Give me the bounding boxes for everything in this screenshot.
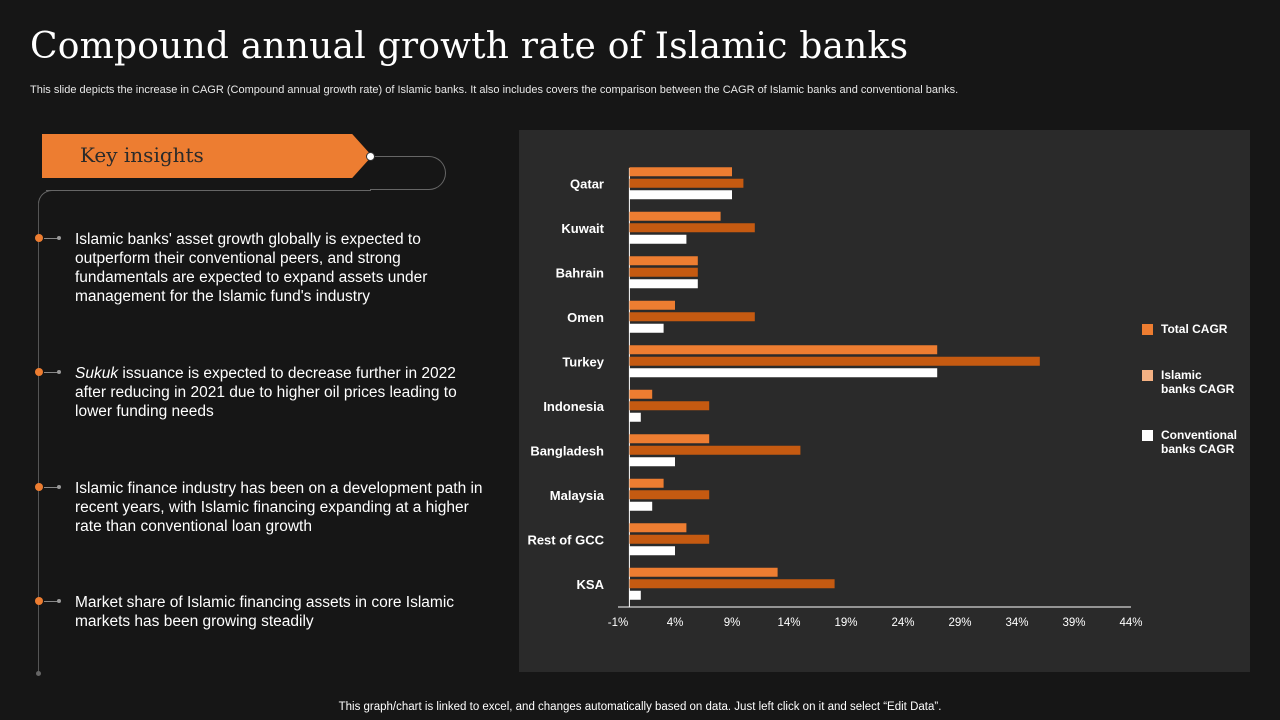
bullet-dot: [35, 368, 43, 376]
bar-total-cagr[interactable]: [629, 211, 721, 221]
insight-3: Islamic finance industry has been on a d…: [75, 479, 485, 536]
bar-conventional-banks-cagr[interactable]: [629, 590, 641, 600]
legend-total-cagr[interactable]: Total CAGR: [1142, 322, 1241, 336]
bar-total-cagr[interactable]: [629, 256, 698, 266]
page-title: Compound annual growth rate of Islamic b…: [30, 26, 909, 67]
category-label: Omen: [567, 310, 604, 325]
bar-islamic-banks-cagr[interactable]: [629, 312, 755, 322]
bullet-dot: [35, 483, 43, 491]
timeline-line: [38, 203, 39, 673]
insight-2: Sukuk issuance is expected to decrease f…: [75, 364, 485, 421]
connector-dot: [366, 152, 375, 161]
x-tick-label: 24%: [891, 617, 914, 629]
bar-islamic-banks-cagr[interactable]: [629, 223, 755, 233]
x-tick-label: 4%: [667, 617, 684, 629]
insight-2-text: issuance is expected to decrease further…: [75, 365, 457, 420]
legend-islamic-cagr[interactable]: Islamic banks CAGR: [1142, 368, 1241, 396]
x-tick-label: 29%: [948, 617, 971, 629]
insight-1: Islamic banks' asset growth globally is …: [75, 230, 485, 306]
legend-swatch-islamic: [1142, 370, 1153, 381]
bullet-connector: [44, 372, 58, 373]
bar-islamic-banks-cagr[interactable]: [629, 579, 835, 589]
key-insights-tab: [42, 134, 372, 178]
bullet-dot: [35, 234, 43, 242]
bar-total-cagr[interactable]: [629, 478, 664, 488]
legend-swatch-conventional: [1142, 430, 1153, 441]
page-subtitle: This slide depicts the increase in CAGR …: [30, 84, 959, 96]
bullet-end-dot: [57, 485, 61, 489]
legend-conventional-cagr[interactable]: Conventional banks CAGR: [1142, 428, 1241, 456]
category-label: Kuwait: [561, 221, 604, 236]
bar-total-cagr[interactable]: [629, 300, 675, 310]
category-label: Bangladesh: [530, 443, 604, 458]
bar-islamic-banks-cagr[interactable]: [629, 445, 801, 455]
insight-4-text: Market share of Islamic financing assets…: [75, 594, 455, 630]
bullet-connector: [44, 487, 58, 488]
bar-conventional-banks-cagr[interactable]: [629, 368, 938, 378]
bar-islamic-banks-cagr[interactable]: [629, 267, 698, 277]
connector-curve: [38, 190, 54, 204]
legend-swatch-total: [1142, 324, 1153, 335]
x-tick-label: -1%: [608, 617, 628, 629]
bar-total-cagr[interactable]: [629, 567, 778, 577]
bar-total-cagr[interactable]: [629, 523, 687, 533]
bullet-connector: [44, 238, 58, 239]
bullet-end-dot: [57, 370, 61, 374]
category-label: Rest of GCC: [527, 532, 604, 547]
bar-islamic-banks-cagr[interactable]: [629, 490, 710, 500]
bar-conventional-banks-cagr[interactable]: [629, 323, 664, 333]
insight-1-text: Islamic banks' asset growth globally is …: [75, 231, 428, 305]
insight-2-emphasis: Sukuk: [75, 365, 119, 382]
bullet-dot: [35, 597, 43, 605]
bullet-end-dot: [57, 599, 61, 603]
bar-conventional-banks-cagr[interactable]: [629, 412, 641, 422]
category-label: Bahrain: [556, 265, 604, 280]
category-label: Qatar: [570, 176, 604, 191]
x-tick-label: 44%: [1119, 617, 1142, 629]
bar-conventional-banks-cagr[interactable]: [629, 546, 675, 556]
legend-label-islamic: Islamic banks CAGR: [1161, 368, 1235, 396]
bar-islamic-banks-cagr[interactable]: [629, 178, 744, 188]
bullet-end-dot: [57, 236, 61, 240]
bar-conventional-banks-cagr[interactable]: [629, 234, 687, 244]
bar-total-cagr[interactable]: [629, 389, 653, 399]
bar-conventional-banks-cagr[interactable]: [629, 457, 675, 467]
x-tick-label: 19%: [834, 617, 857, 629]
x-tick-label: 9%: [724, 617, 741, 629]
bar-conventional-banks-cagr[interactable]: [629, 279, 698, 289]
bullet-connector: [44, 601, 58, 602]
footer-note: This graph/chart is linked to excel, and…: [338, 701, 942, 713]
bar-total-cagr[interactable]: [629, 434, 710, 444]
category-label: Malaysia: [550, 488, 605, 503]
bar-conventional-banks-cagr[interactable]: [629, 501, 653, 511]
category-label: Indonesia: [543, 399, 604, 414]
legend-label-total: Total CAGR: [1161, 322, 1228, 336]
x-tick-label: 14%: [777, 617, 800, 629]
connector-loop: [370, 156, 446, 190]
category-label: Turkey: [562, 354, 604, 369]
x-tick-label: 34%: [1005, 617, 1028, 629]
bar-islamic-banks-cagr[interactable]: [629, 534, 710, 544]
insight-3-text: Islamic finance industry has been on a d…: [75, 480, 483, 535]
bar-islamic-banks-cagr[interactable]: [629, 401, 710, 411]
bar-conventional-banks-cagr[interactable]: [629, 190, 732, 200]
bar-islamic-banks-cagr[interactable]: [629, 356, 1040, 366]
insight-4: Market share of Islamic financing assets…: [75, 593, 485, 631]
timeline-end-dot: [36, 671, 41, 676]
x-tick-label: 39%: [1062, 617, 1085, 629]
bar-total-cagr[interactable]: [629, 167, 732, 177]
key-insights-label: Key insights: [80, 143, 204, 167]
bar-total-cagr[interactable]: [629, 345, 938, 355]
legend-label-conventional: Conventional banks CAGR: [1161, 428, 1238, 456]
category-label: KSA: [577, 577, 605, 592]
connector-line: [46, 190, 371, 191]
